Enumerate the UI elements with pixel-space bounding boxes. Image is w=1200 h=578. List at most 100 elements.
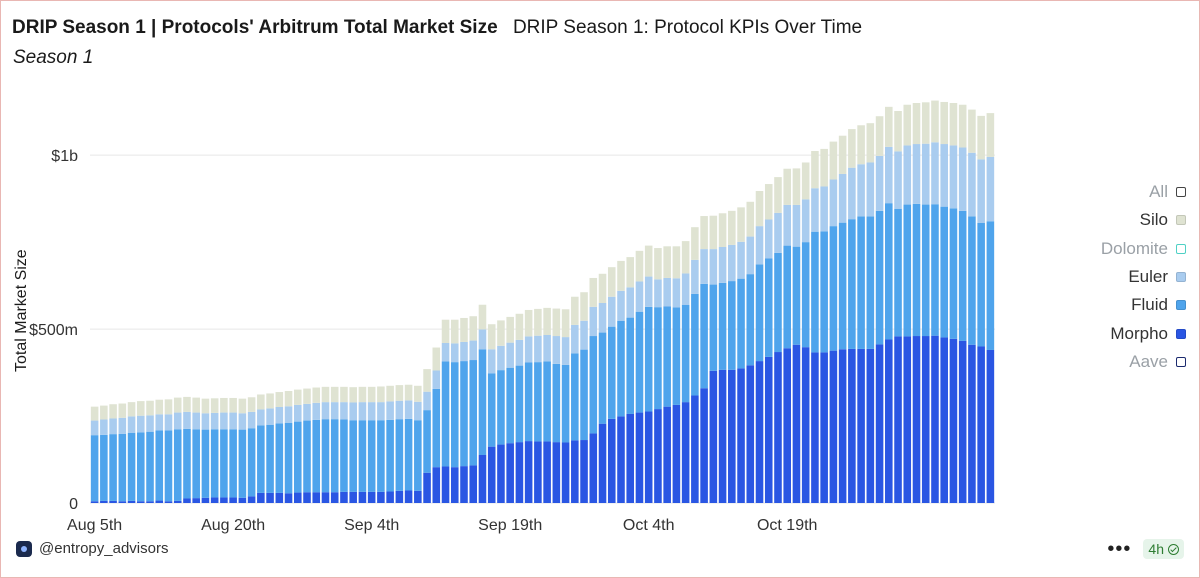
bar-euler-33[interactable] <box>395 400 404 420</box>
bar-silo-93[interactable] <box>949 103 958 146</box>
bar-silo-90[interactable] <box>921 102 930 144</box>
bar-silo-89[interactable] <box>912 103 921 145</box>
bar-fluid-27[interactable] <box>340 419 348 492</box>
bar-silo-81[interactable] <box>838 135 847 174</box>
bar-morpho-61[interactable] <box>654 409 662 503</box>
bar-silo-79[interactable] <box>820 148 828 187</box>
bar-morpho-40[interactable] <box>460 466 468 503</box>
bar-silo-10[interactable] <box>183 396 191 412</box>
bar-morpho-63[interactable] <box>672 404 681 503</box>
bar-fluid-43[interactable] <box>487 373 496 447</box>
bar-fluid-6[interactable] <box>146 431 154 502</box>
bar-morpho-4[interactable] <box>127 500 136 503</box>
bar-euler-94[interactable] <box>958 147 967 211</box>
bar-fluid-56[interactable] <box>607 326 616 419</box>
bar-morpho-11[interactable] <box>192 498 200 503</box>
bar-fluid-66[interactable] <box>700 283 708 389</box>
bar-euler-32[interactable] <box>386 401 394 420</box>
bar-silo-71[interactable] <box>746 201 755 237</box>
bar-euler-60[interactable] <box>644 276 653 307</box>
bar-euler-30[interactable] <box>367 402 376 421</box>
bar-euler-28[interactable] <box>349 402 357 421</box>
bar-morpho-97[interactable] <box>986 349 995 503</box>
bar-silo-23[interactable] <box>303 388 311 404</box>
legend-item-aave[interactable]: Aave <box>1101 348 1186 376</box>
bar-fluid-97[interactable] <box>986 221 995 350</box>
more-options-button[interactable]: ••• <box>1107 538 1132 560</box>
bar-fluid-94[interactable] <box>958 210 967 341</box>
bar-morpho-77[interactable] <box>801 347 810 503</box>
bar-fluid-61[interactable] <box>654 307 662 410</box>
bar-euler-68[interactable] <box>718 247 727 283</box>
bar-silo-85[interactable] <box>875 116 884 156</box>
bar-silo-75[interactable] <box>783 168 791 205</box>
bar-morpho-82[interactable] <box>848 348 856 503</box>
bar-morpho-83[interactable] <box>857 348 865 503</box>
refresh-badge[interactable]: 4h <box>1143 539 1184 559</box>
bar-silo-16[interactable] <box>238 398 247 414</box>
bar-morpho-18[interactable] <box>257 492 265 503</box>
bar-euler-41[interactable] <box>469 340 478 361</box>
bar-fluid-60[interactable] <box>644 306 653 412</box>
bar-fluid-36[interactable] <box>423 410 431 473</box>
bar-morpho-0[interactable] <box>90 501 99 503</box>
bar-silo-0[interactable] <box>90 406 99 421</box>
bar-euler-65[interactable] <box>691 259 699 294</box>
bar-morpho-1[interactable] <box>100 500 108 503</box>
bar-euler-10[interactable] <box>183 411 191 429</box>
bar-silo-66[interactable] <box>700 216 708 250</box>
bar-euler-1[interactable] <box>100 419 108 435</box>
bar-fluid-79[interactable] <box>820 231 828 353</box>
bar-morpho-6[interactable] <box>146 501 154 503</box>
bar-fluid-30[interactable] <box>367 420 376 492</box>
bar-morpho-41[interactable] <box>469 465 478 503</box>
bar-euler-87[interactable] <box>894 151 902 209</box>
bar-euler-82[interactable] <box>848 167 856 220</box>
bar-silo-19[interactable] <box>266 393 274 409</box>
bar-morpho-49[interactable] <box>543 441 551 503</box>
bar-silo-58[interactable] <box>626 257 635 288</box>
bar-fluid-45[interactable] <box>506 367 514 444</box>
bar-silo-28[interactable] <box>349 387 357 403</box>
bar-silo-56[interactable] <box>607 267 616 297</box>
bar-fluid-24[interactable] <box>312 419 321 493</box>
bar-fluid-92[interactable] <box>940 206 948 338</box>
legend-item-silo[interactable]: Silo <box>1101 206 1186 234</box>
bar-silo-67[interactable] <box>709 215 718 250</box>
bar-euler-13[interactable] <box>210 412 219 430</box>
bar-fluid-2[interactable] <box>109 434 117 501</box>
bar-silo-87[interactable] <box>894 111 902 152</box>
bar-silo-30[interactable] <box>367 386 376 403</box>
bar-morpho-38[interactable] <box>441 466 450 503</box>
bar-silo-64[interactable] <box>681 241 690 274</box>
bar-euler-52[interactable] <box>571 324 579 354</box>
bar-euler-6[interactable] <box>146 415 154 432</box>
bar-silo-34[interactable] <box>404 384 413 401</box>
bar-euler-57[interactable] <box>617 290 625 321</box>
bar-silo-29[interactable] <box>358 386 367 403</box>
bar-fluid-33[interactable] <box>395 419 404 491</box>
bar-morpho-58[interactable] <box>626 413 635 503</box>
bar-fluid-35[interactable] <box>414 420 422 491</box>
bar-euler-8[interactable] <box>164 414 173 431</box>
bar-euler-20[interactable] <box>275 407 284 424</box>
bar-fluid-39[interactable] <box>450 362 459 468</box>
bar-morpho-57[interactable] <box>617 416 625 503</box>
bar-morpho-10[interactable] <box>183 498 191 503</box>
bar-fluid-70[interactable] <box>737 278 745 369</box>
bar-morpho-84[interactable] <box>866 348 875 503</box>
bar-fluid-9[interactable] <box>173 429 182 501</box>
bar-morpho-96[interactable] <box>977 346 985 503</box>
bar-morpho-54[interactable] <box>589 433 598 503</box>
bar-euler-61[interactable] <box>654 279 662 308</box>
bar-silo-63[interactable] <box>672 246 681 279</box>
bar-euler-18[interactable] <box>257 409 265 426</box>
bar-fluid-84[interactable] <box>866 216 875 349</box>
bar-fluid-67[interactable] <box>709 284 718 371</box>
bar-silo-65[interactable] <box>691 227 699 260</box>
bar-silo-95[interactable] <box>968 109 976 153</box>
bar-silo-59[interactable] <box>635 250 644 282</box>
bar-morpho-31[interactable] <box>377 491 385 503</box>
bar-euler-37[interactable] <box>432 370 441 389</box>
bar-fluid-55[interactable] <box>598 332 607 424</box>
